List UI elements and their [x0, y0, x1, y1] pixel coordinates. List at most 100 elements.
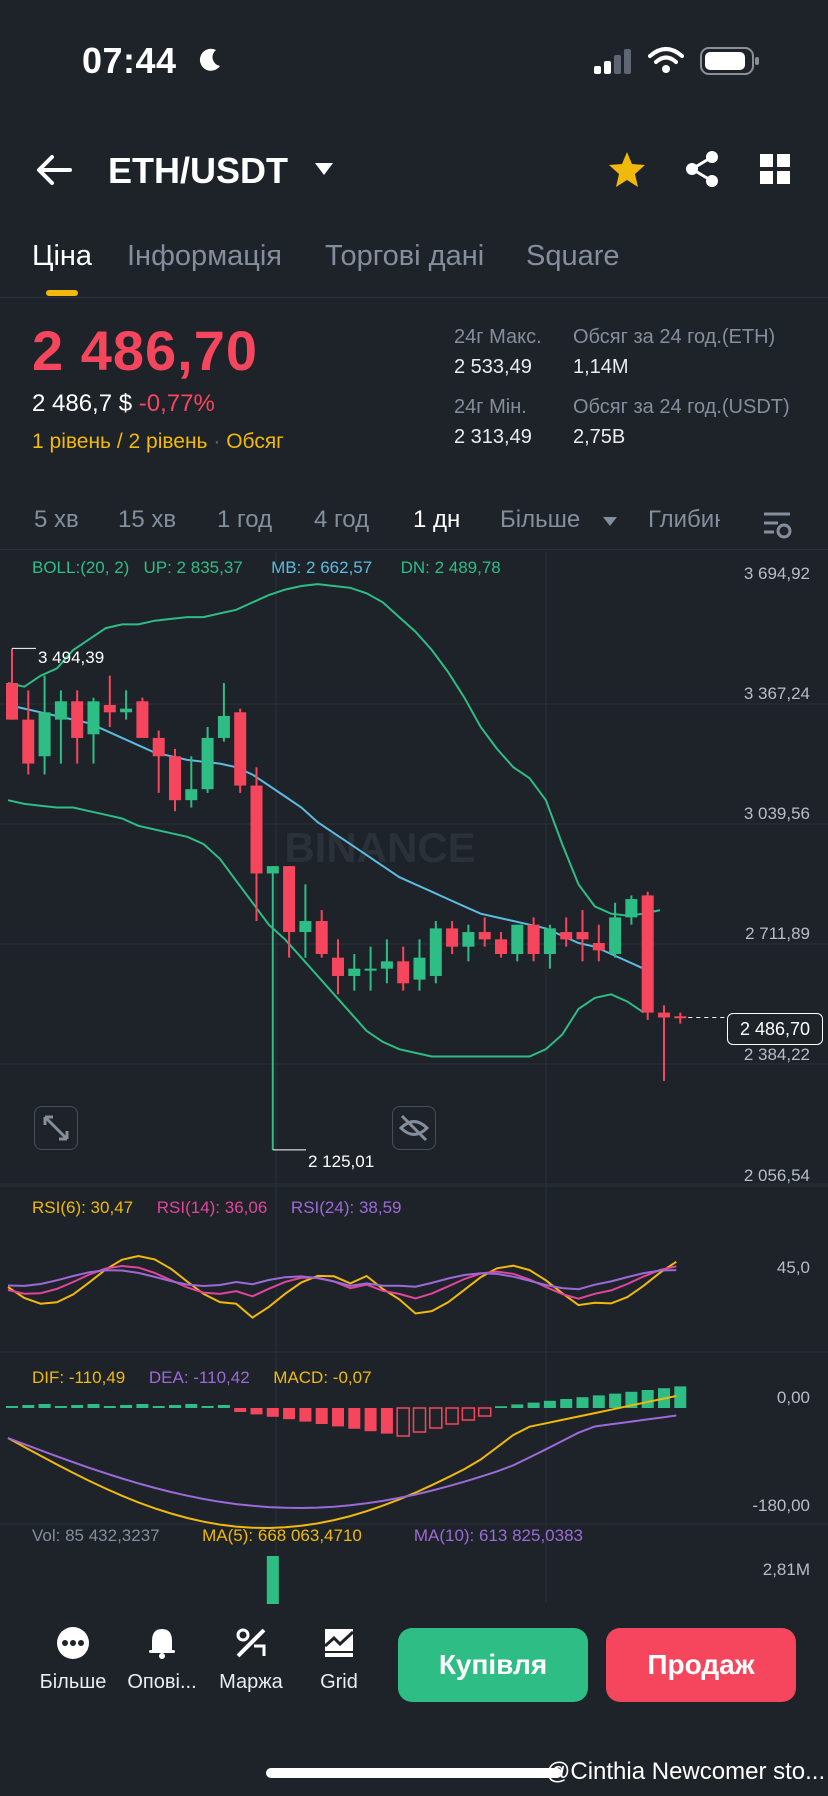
interval-depth[interactable]: Глибина	[648, 506, 720, 533]
buy-button[interactable]: Купівля	[398, 1628, 588, 1702]
macd-bar	[152, 1406, 165, 1408]
macd-bar	[592, 1395, 605, 1408]
price-axis-5: 2 384,22	[743, 1045, 810, 1064]
high-marker: 3 494,39	[38, 648, 105, 667]
sell-button[interactable]: Продаж	[606, 1628, 796, 1702]
macd-bar	[185, 1404, 198, 1408]
boll-legend: BOLL:(20, 2) UP: 2 835,37 MB: 2 662,57 D…	[32, 558, 828, 578]
macd-bar	[348, 1408, 361, 1429]
rsi6-line	[7, 1254, 677, 1319]
battery-icon	[700, 47, 759, 75]
status-time: 07:44	[82, 40, 177, 81]
expand-icon	[43, 1115, 69, 1141]
grid-menu-icon[interactable]	[760, 154, 790, 184]
back-arrow-icon[interactable]	[34, 152, 74, 188]
macd-bar	[283, 1408, 296, 1420]
nav-grid[interactable]: Grid	[294, 1626, 384, 1694]
price-change: -0,77%	[138, 390, 215, 417]
candle	[185, 789, 198, 801]
rsi24-line	[7, 1269, 677, 1291]
margin-icon	[236, 1628, 266, 1658]
interval-1d[interactable]: 1 дн	[413, 506, 461, 533]
share-icon[interactable]	[684, 150, 720, 188]
macd-bar	[364, 1408, 377, 1432]
nav-alerts[interactable]: Опові...	[117, 1626, 207, 1694]
candle	[429, 928, 442, 976]
candle	[625, 899, 638, 918]
candle	[266, 866, 279, 874]
nav-margin[interactable]: Маржа	[206, 1626, 296, 1694]
candles	[6, 647, 726, 1151]
bell-icon	[149, 1629, 175, 1659]
candle	[6, 683, 18, 720]
candle	[462, 932, 475, 947]
hide-indicators-button[interactable]	[392, 1106, 436, 1150]
macd-bar	[120, 1405, 133, 1408]
price-axis-3: 3 039,56	[743, 804, 810, 823]
levels-link[interactable]: 1 рівень / 2 рівень	[32, 430, 208, 453]
interval-4h[interactable]: 4 год	[314, 506, 370, 533]
home-indicator[interactable]	[266, 1768, 562, 1778]
interval-more[interactable]: Більше	[500, 506, 581, 533]
volume-link[interactable]: Обсяг	[226, 430, 284, 453]
interval-5m[interactable]: 5 хв	[34, 506, 79, 533]
chart-area[interactable]: BINANCE	[0, 552, 828, 1606]
nav-margin-label: Маржа	[219, 1671, 283, 1693]
chevron-down-icon[interactable]	[314, 162, 334, 176]
candle	[348, 968, 361, 976]
tab-price[interactable]: Ціна	[32, 240, 93, 272]
candle	[560, 932, 573, 940]
nav-more[interactable]: Більше	[28, 1626, 118, 1694]
boll-mb: MB: 2 662,57	[271, 558, 373, 577]
chart-settings-icon[interactable]	[762, 510, 792, 540]
candle	[315, 921, 328, 955]
macd-bar	[71, 1405, 84, 1408]
candle	[120, 708, 133, 713]
candle	[87, 701, 100, 735]
volume-bar	[266, 1556, 279, 1604]
candle	[54, 701, 67, 720]
macd-bar	[136, 1404, 149, 1408]
macd-bar	[412, 1407, 427, 1433]
fullscreen-button[interactable]	[34, 1106, 78, 1150]
candle	[380, 961, 393, 969]
nav-alerts-label: Опові...	[127, 1671, 197, 1693]
candle	[250, 785, 263, 874]
candle	[234, 712, 247, 786]
tab-info[interactable]: Інформація	[127, 240, 283, 272]
current-price-tag: 2 486,70	[727, 1013, 823, 1045]
candle	[641, 895, 654, 1013]
vol-eth-value: 1,14M	[573, 356, 629, 378]
macd-bar	[674, 1386, 687, 1408]
macd-bar	[429, 1407, 443, 1429]
macd-bar	[250, 1408, 263, 1415]
tab-square[interactable]: Square	[526, 240, 620, 272]
rsi6: RSI(6): 30,47	[32, 1198, 134, 1217]
macd-bar	[103, 1406, 116, 1408]
volume-bars	[266, 1556, 279, 1604]
macd-dea: DEA: -110,42	[148, 1368, 250, 1387]
low-label: 24г Мін.	[454, 396, 527, 418]
macd-bar	[87, 1404, 100, 1408]
candle	[217, 715, 230, 738]
candle	[413, 957, 426, 980]
interval-15m[interactable]: 15 хв	[118, 506, 177, 533]
macd-bar	[495, 1406, 507, 1408]
rsi14-line	[7, 1264, 677, 1300]
macd-bar	[511, 1404, 524, 1408]
boll-label: BOLL:(20, 2)	[32, 558, 130, 577]
boll-up-line	[7, 583, 661, 917]
macd-bar	[641, 1390, 654, 1408]
tab-trading-data[interactable]: Торгові дані	[325, 240, 485, 272]
low-marker: 2 125,01	[308, 1152, 375, 1171]
pair-title[interactable]: ETH/USDT	[108, 150, 288, 191]
interval-1h[interactable]: 1 год	[217, 506, 273, 533]
candle	[38, 712, 51, 757]
macd-bar	[543, 1400, 556, 1408]
vol-axis: 2,81M	[762, 1560, 810, 1579]
price-axis-6: 2 056,54	[743, 1166, 810, 1185]
candle	[527, 924, 540, 955]
star-icon[interactable]	[608, 150, 646, 188]
tab-underline	[46, 290, 78, 296]
interval-bar: 5 хв 15 хв 1 год 4 год 1 дн Більше Глиби…	[0, 496, 828, 550]
